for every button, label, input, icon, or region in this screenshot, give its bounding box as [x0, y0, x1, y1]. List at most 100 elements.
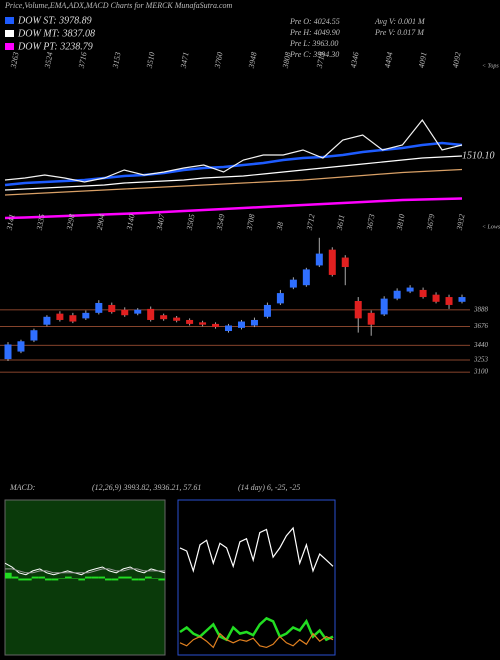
low-label: 3712: [305, 213, 317, 231]
candle-body: [108, 304, 116, 313]
candle-body: [17, 341, 25, 352]
candle-body: [419, 289, 427, 298]
candle-body: [393, 290, 401, 299]
level-label: 3440: [473, 341, 489, 349]
macd-line: [5, 568, 165, 574]
end-label: 1510.10: [462, 150, 495, 161]
top-label: 3510: [145, 51, 157, 69]
candle-body: [315, 253, 323, 266]
adx-line: [179, 632, 334, 649]
low-label: 3810: [395, 213, 407, 231]
candle-body: [406, 287, 414, 292]
level-label: 3100: [473, 368, 489, 376]
histogram-bar: [65, 576, 72, 579]
candle-body: [250, 319, 258, 326]
histogram-bar: [158, 578, 165, 581]
histogram-bar: [58, 578, 65, 579]
histogram-bar: [78, 578, 85, 581]
low-label: 2904: [95, 213, 107, 230]
candle-body: [225, 325, 233, 332]
histogram-bar: [85, 576, 92, 579]
candle-body: [367, 312, 375, 325]
histogram-bar: [138, 578, 145, 581]
histogram-bar: [45, 578, 52, 581]
histogram-bar: [118, 576, 125, 579]
level-label: 3888: [473, 305, 489, 313]
candle-body: [276, 293, 284, 304]
histogram-bar: [111, 578, 119, 581]
tops-caption: < Tops: [482, 63, 499, 69]
macd-params: (12,26,9) 3993.82, 3936.21, 57.61: [92, 483, 201, 492]
volume-text: Avg V: 0.001 M: [374, 17, 426, 26]
histogram-bar: [145, 576, 152, 579]
low-label: 3335: [35, 213, 47, 231]
candle-body: [4, 344, 12, 360]
top-label: 4091: [417, 51, 429, 68]
series-line: [4, 168, 463, 196]
histogram-bar: [91, 576, 99, 579]
candle-body: [69, 315, 77, 322]
candle-body: [445, 297, 453, 305]
info-text: Pre O: 4024.55: [289, 17, 340, 26]
chart-title: Price,Volume,EMA,ADX,MACD Charts for MER…: [4, 1, 233, 10]
candle-body: [432, 294, 440, 302]
histogram-bar: [105, 578, 112, 581]
series-line: [4, 118, 463, 183]
low-label: 3611: [335, 214, 347, 232]
histogram-bar: [25, 578, 32, 581]
top-label: 3471: [179, 51, 191, 69]
histogram-bar: [71, 578, 79, 579]
top-label: 3808: [281, 51, 293, 69]
info-text: Pre H: 4049.90: [289, 28, 340, 37]
volume-text: Pre V: 0.017 M: [374, 28, 425, 37]
candle-body: [82, 312, 90, 319]
candle-body: [341, 257, 349, 268]
low-label: 3141: [5, 213, 17, 231]
candle-body: [302, 269, 310, 286]
macd-label: MACD:: [9, 483, 36, 492]
low-label: 3140: [125, 213, 137, 231]
candle-body: [160, 315, 168, 320]
legend-swatch: [5, 17, 14, 24]
top-label: 3263: [9, 51, 21, 69]
adx-line: [179, 616, 334, 642]
low-label: 38: [275, 221, 285, 231]
low-label: 3298: [65, 213, 77, 231]
series-line: [4, 197, 463, 220]
histogram-bar: [131, 578, 139, 581]
legend-swatch: [5, 30, 14, 37]
histogram-bar: [11, 576, 19, 579]
low-label: 3549: [215, 213, 227, 231]
candle-body: [289, 279, 297, 288]
adx-params: (14 day) 6, -25, -25: [238, 483, 300, 492]
top-label: 3153: [111, 51, 123, 69]
histogram-bar: [5, 572, 12, 579]
legend-swatch: [5, 43, 14, 50]
info-text: Pre L: 3963.00: [289, 39, 338, 48]
top-label: 4494: [383, 51, 395, 68]
top-label: 3524: [43, 51, 55, 69]
candle-body: [237, 321, 245, 328]
low-label: 3708: [245, 213, 257, 231]
candle-body: [328, 249, 336, 275]
histogram-bar: [98, 576, 105, 579]
candle-body: [458, 297, 466, 302]
candle-body: [354, 301, 362, 319]
top-label: 3760: [213, 51, 225, 69]
legend-label: DOW ST: 3978.89: [17, 15, 92, 26]
candle-body: [121, 309, 129, 316]
legend-label: DOW MT: 3837.08: [17, 28, 95, 39]
candle-body: [134, 309, 142, 314]
top-label: 3716: [77, 51, 89, 69]
candle-body: [263, 304, 271, 317]
lows-caption: < Lows: [482, 224, 500, 230]
histogram-bar: [51, 578, 59, 581]
legend-label: DOW PT: 3238.79: [17, 41, 93, 52]
candle-body: [147, 308, 155, 320]
candle-body: [173, 317, 181, 321]
adx-line: [179, 526, 334, 574]
top-label: 4346: [349, 51, 361, 68]
level-label: 3676: [473, 322, 489, 330]
